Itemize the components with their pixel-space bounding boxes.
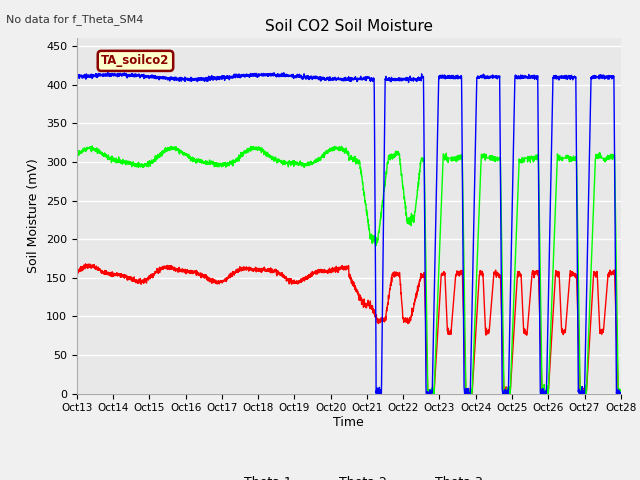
Theta 1 [548,331,556,337]
Theta 3 [607,73,614,79]
Theta 2 [73,152,81,158]
Theta 2 [282,160,289,166]
Theta 1 [81,261,89,267]
X-axis label: Time: Time [333,416,364,429]
Text: No data for f_Theta_SM4: No data for f_Theta_SM4 [6,14,144,25]
Theta 1 [282,275,289,281]
Theta 3 [104,69,111,75]
Theta 2 [607,154,614,160]
Line: Theta 2: Theta 2 [77,146,621,394]
Theta 2 [168,145,175,151]
Text: TA_soilco2: TA_soilco2 [101,54,170,67]
Theta 1 [424,391,432,396]
Line: Theta 1: Theta 1 [77,264,621,394]
Theta 1 [168,263,175,269]
Theta 3 [282,72,289,78]
Title: Soil CO2 Soil Moisture: Soil CO2 Soil Moisture [265,20,433,35]
Theta 2 [88,143,96,149]
Theta 3 [548,128,556,134]
Theta 1 [607,270,614,276]
Theta 2 [305,159,313,165]
Theta 3 [135,72,143,77]
Theta 3 [372,391,380,396]
Theta 3 [617,390,625,396]
Theta 1 [73,267,81,273]
Theta 3 [168,74,175,80]
Line: Theta 3: Theta 3 [77,72,621,394]
Theta 2 [617,391,625,396]
Theta 1 [135,279,143,285]
Legend: Theta 1, Theta 2, Theta 3: Theta 1, Theta 2, Theta 3 [210,471,488,480]
Y-axis label: Soil Moisture (mV): Soil Moisture (mV) [28,158,40,274]
Theta 3 [305,77,313,83]
Theta 3 [73,75,81,81]
Theta 1 [305,272,313,277]
Theta 2 [548,297,556,303]
Theta 1 [617,391,625,396]
Theta 2 [135,162,143,168]
Theta 2 [425,391,433,396]
